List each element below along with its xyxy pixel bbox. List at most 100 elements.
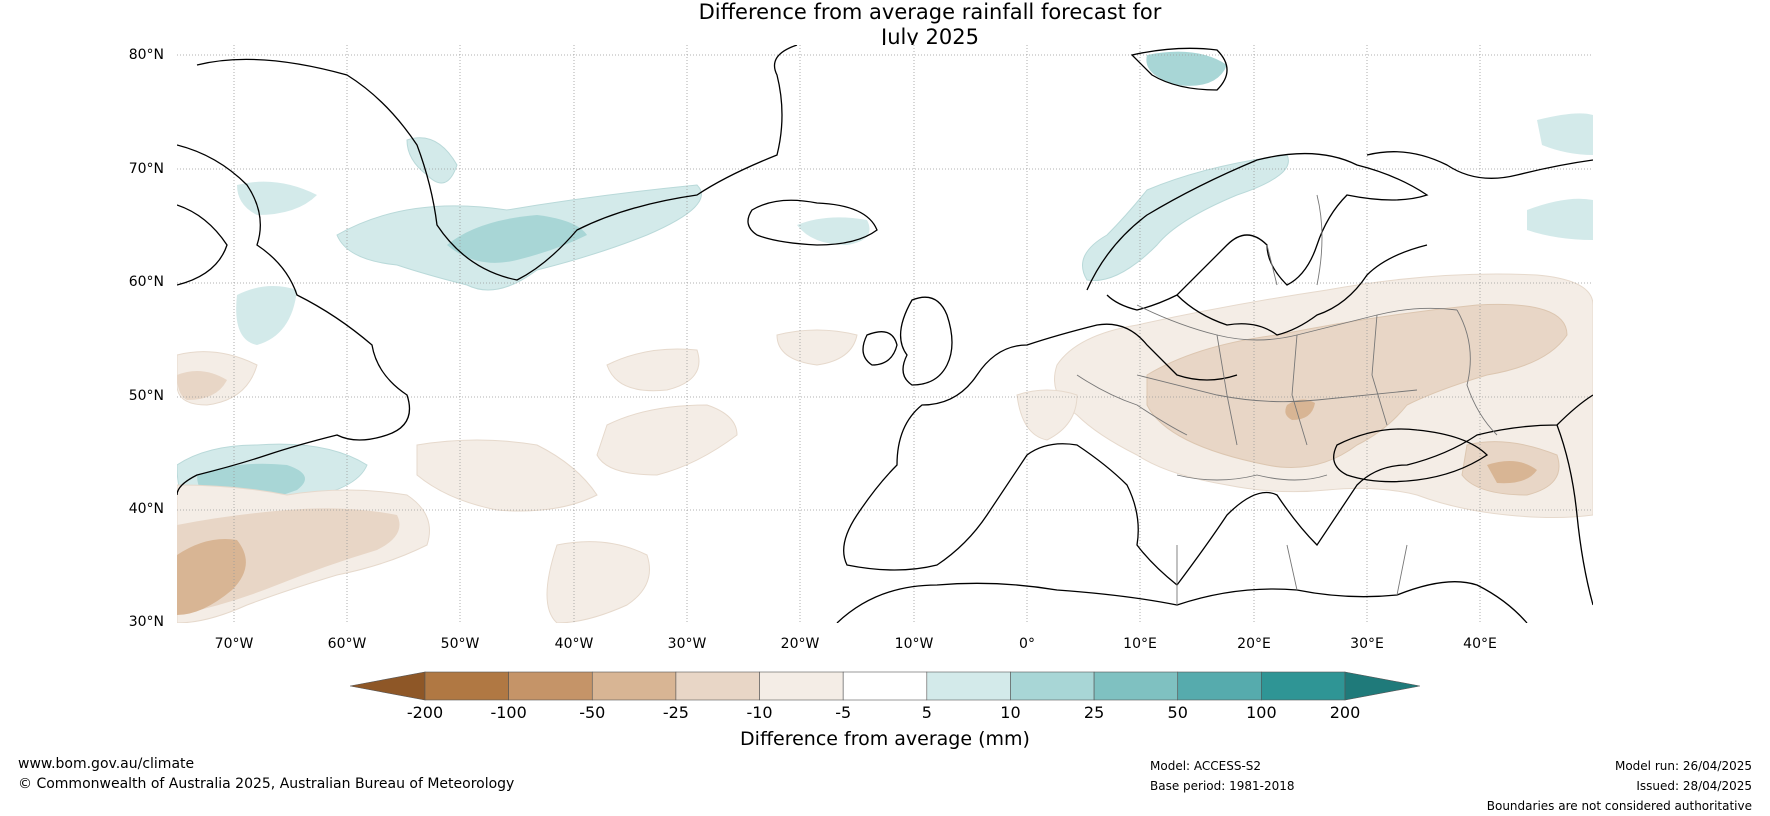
border-3 bbox=[1216, 334, 1238, 446]
colorbar-segments bbox=[350, 671, 1420, 701]
border-9 bbox=[1456, 309, 1498, 436]
border-6 bbox=[1076, 374, 1188, 436]
colorbar-segment bbox=[1010, 671, 1095, 701]
colorbar-tick-label: 200 bbox=[1329, 703, 1361, 722]
footer-right: Model run: 26/04/2025 Issued: 28/04/2025… bbox=[1487, 756, 1752, 816]
coastline-norway bbox=[1086, 152, 1429, 311]
coastlines bbox=[177, 45, 1593, 623]
footer-middle: Model: ACCESS-S2 Base period: 1981-2018 bbox=[1150, 756, 1295, 796]
colorbar-tick-label: 50 bbox=[1167, 703, 1188, 722]
colorbar-segment bbox=[508, 671, 593, 701]
country-borders bbox=[1076, 194, 1498, 605]
coastline-ireland bbox=[862, 331, 898, 366]
lon-label-70w: 70°W bbox=[214, 636, 254, 652]
colorbar-segment bbox=[842, 671, 928, 701]
rainfall-map bbox=[177, 45, 1593, 623]
wet-area-iceland bbox=[797, 217, 870, 245]
map-title: Difference from average rainfall forecas… bbox=[0, 0, 1770, 50]
border-7 bbox=[1316, 194, 1323, 286]
footer-issued: Issued: 28/04/2025 bbox=[1636, 779, 1752, 793]
footer-disclaimer: Boundaries are not considered authoritat… bbox=[1486, 799, 1752, 813]
lon-label-10e: 10°E bbox=[1123, 636, 1157, 652]
graticule bbox=[177, 45, 1593, 623]
colorbar-tick-label: -10 bbox=[746, 703, 773, 722]
footer-model: Model: ACCESS-S2 bbox=[1150, 759, 1262, 773]
colorbar-tick-label: 100 bbox=[1246, 703, 1277, 722]
dry-area-quebec-core bbox=[177, 371, 227, 400]
colorbar-tick-label: -25 bbox=[662, 703, 689, 722]
colorbar-segment bbox=[1177, 671, 1262, 701]
coastline-baltic bbox=[1176, 244, 1428, 336]
colorbar-arrow-low bbox=[350, 671, 426, 701]
dry-area-hungary bbox=[1285, 399, 1315, 420]
colorbar-segment bbox=[675, 671, 760, 701]
border-8 bbox=[1266, 244, 1278, 286]
colorbar-segment bbox=[591, 671, 677, 701]
dry-area-atlantic-4 bbox=[416, 439, 598, 512]
coastline-greenland bbox=[196, 45, 798, 281]
dry-area-caucasus-core bbox=[1487, 461, 1537, 484]
lat-label-60n: 60°N bbox=[128, 274, 164, 290]
coastline-baffin bbox=[177, 144, 411, 496]
lon-label-0: 0° bbox=[1019, 636, 1035, 652]
coastline-russia-north bbox=[1366, 151, 1593, 179]
dry-area-atlantic-1 bbox=[606, 348, 700, 392]
lat-label-80n: 80°N bbox=[128, 47, 164, 63]
coastline-iceland bbox=[747, 199, 878, 246]
footer-base-period: Base period: 1981-2018 bbox=[1150, 779, 1295, 793]
lon-label-30e: 30°E bbox=[1350, 636, 1384, 652]
border-5 bbox=[1371, 314, 1388, 426]
colorbar-segment bbox=[926, 671, 1011, 701]
dry-area-atlantic-5 bbox=[546, 541, 650, 623]
lon-label-30w: 30°W bbox=[667, 636, 707, 652]
coastline-hudson bbox=[177, 204, 228, 286]
coastline-arabia bbox=[1556, 424, 1593, 606]
colorbar-segment bbox=[1093, 671, 1179, 701]
dry-area-central-europe bbox=[1146, 303, 1568, 468]
lon-label-10w: 10°W bbox=[894, 636, 934, 652]
lat-label-30n: 30°N bbox=[128, 614, 164, 630]
colorbar-tick-label: 10 bbox=[1000, 703, 1021, 722]
anomaly-shading bbox=[177, 51, 1593, 623]
lon-label-40w: 40°W bbox=[554, 636, 594, 652]
coastline-black-sea bbox=[1333, 428, 1489, 483]
coastline-britain bbox=[900, 296, 953, 386]
wet-area-greenland-core bbox=[447, 215, 587, 263]
coastline-north-africa bbox=[836, 581, 1528, 623]
lon-label-60w: 60°W bbox=[327, 636, 367, 652]
wet-area-northeast bbox=[1537, 113, 1593, 155]
colorbar-tick-label: -100 bbox=[490, 703, 527, 722]
lat-label-50n: 50°N bbox=[128, 388, 164, 404]
colorbar bbox=[350, 671, 1420, 701]
footer-copyright: © Commonwealth of Australia 2025, Austra… bbox=[18, 776, 515, 792]
colorbar-segment bbox=[424, 671, 509, 701]
dry-area-atlantic-2 bbox=[776, 329, 858, 366]
lon-label-50w: 50°W bbox=[440, 636, 480, 652]
colorbar-tick-label: 5 bbox=[921, 703, 932, 722]
dry-area-west-atlantic-core bbox=[177, 539, 246, 615]
wet-area-greenland-east bbox=[406, 137, 458, 184]
colorbar-segment bbox=[759, 671, 844, 701]
coastline-europe bbox=[843, 323, 1593, 586]
lat-label-70n: 70°N bbox=[128, 161, 164, 177]
border-2 bbox=[1136, 374, 1418, 403]
lon-label-20e: 20°E bbox=[1237, 636, 1271, 652]
dry-area-atlantic-3 bbox=[596, 404, 738, 476]
title-line-1: Difference from average rainfall forecas… bbox=[698, 0, 1162, 24]
coastline-svalbard bbox=[1130, 47, 1228, 91]
border-10 bbox=[1176, 474, 1328, 481]
colorbar-tick-label: -50 bbox=[579, 703, 606, 722]
border-11 bbox=[1176, 544, 1408, 605]
wet-area-east bbox=[1527, 198, 1593, 240]
colorbar-tick-label: -5 bbox=[835, 703, 852, 722]
wet-area-svalbard bbox=[1146, 51, 1227, 86]
colorbar-arrow-high bbox=[1344, 671, 1420, 701]
footer-left: www.bom.gov.au/climate © Commonwealth of… bbox=[18, 754, 514, 794]
lat-label-40n: 40°N bbox=[128, 501, 164, 517]
colorbar-label: Difference from average (mm) bbox=[740, 728, 1030, 750]
lon-label-20w: 20°W bbox=[780, 636, 820, 652]
colorbar-tick-label: 25 bbox=[1083, 703, 1105, 722]
border-4 bbox=[1291, 334, 1308, 446]
wet-area-labrador bbox=[236, 286, 297, 345]
colorbar-tick-label: -200 bbox=[406, 703, 444, 722]
